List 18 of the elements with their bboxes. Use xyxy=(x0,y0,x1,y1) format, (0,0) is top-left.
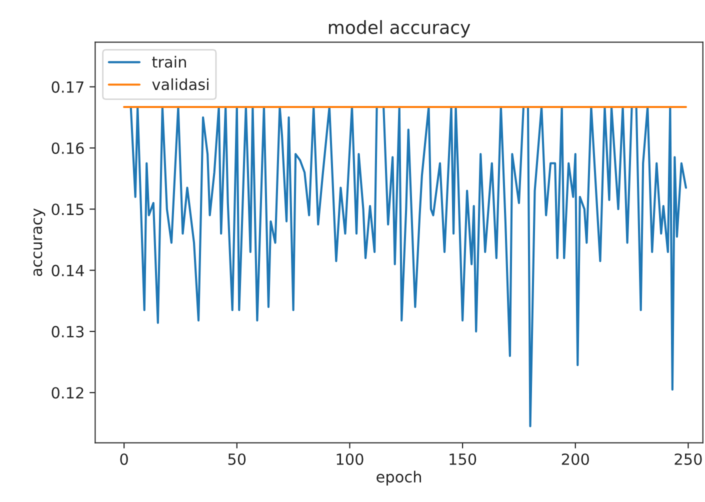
x-tick-label: 250 xyxy=(674,453,702,466)
y-tick-label: 0.14 xyxy=(52,264,84,276)
x-tick-label: 150 xyxy=(450,453,476,466)
line-series xyxy=(130,106,688,428)
y-tick-label: 0.13 xyxy=(52,326,84,338)
x-tick-label: 200 xyxy=(562,453,589,466)
x-tick-label: 0 xyxy=(120,453,128,466)
y-tick-label: 0.16 xyxy=(52,142,84,154)
x-tick-label: 100 xyxy=(336,453,364,466)
legend-label: validasi xyxy=(152,78,208,90)
y-axis-title: accuracy xyxy=(33,208,46,276)
y-tick-label: 0.17 xyxy=(52,81,84,93)
y-tick-label: 0.12 xyxy=(52,387,84,399)
legend-label: train xyxy=(152,56,186,68)
x-tick-label: 50 xyxy=(228,453,246,466)
chart-title: model accuracy xyxy=(328,20,470,38)
y-tick-label: 0.15 xyxy=(52,204,84,216)
x-axis-title: epoch xyxy=(376,470,421,486)
